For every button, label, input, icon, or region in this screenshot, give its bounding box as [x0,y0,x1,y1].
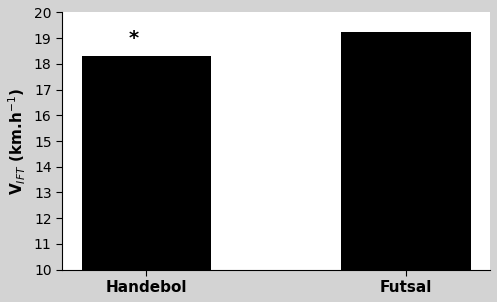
Text: *: * [128,29,139,48]
Bar [341,32,471,270]
Y-axis label: V$_{IFT}$ (km.h$^{-1}$): V$_{IFT}$ (km.h$^{-1}$) [7,88,28,194]
Bar [82,56,211,270]
